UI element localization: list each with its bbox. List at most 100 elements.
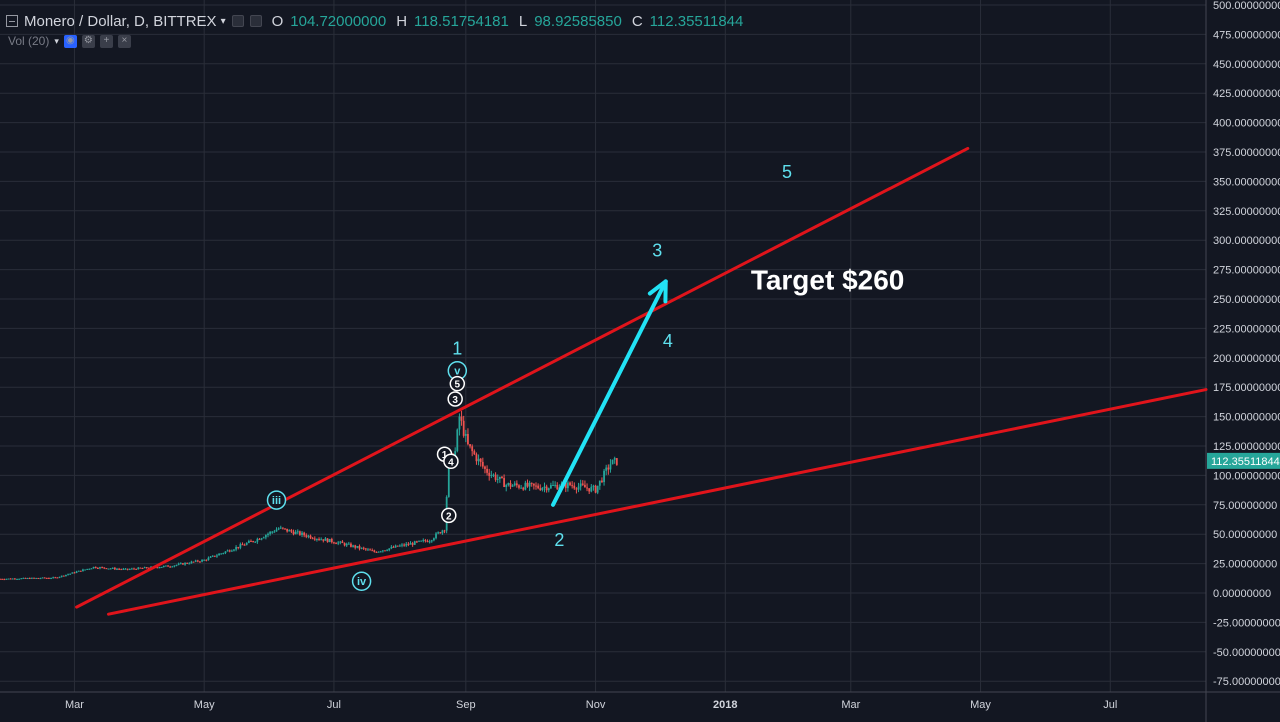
volume-legend: Vol (20) ▾ ◉ ⚙ + × [8, 34, 131, 48]
candle-body [413, 541, 416, 545]
candle-body [390, 546, 393, 549]
eye-icon[interactable]: ◉ [63, 34, 77, 48]
volume-label[interactable]: Vol (20) [8, 34, 50, 48]
chevron-down-icon[interactable]: ▾ [220, 15, 226, 27]
candle-body [545, 486, 548, 491]
candle-body [362, 547, 365, 549]
candle-body [216, 555, 218, 557]
wave-marker [449, 375, 466, 392]
candle-body [9, 578, 12, 580]
candle-body [320, 539, 323, 541]
candle-body [245, 542, 248, 545]
candle-body [41, 577, 44, 579]
y-tick-label: 275.00000000 [1213, 265, 1280, 277]
candle-body [173, 565, 176, 567]
low-label: L [518, 12, 528, 30]
settings-icon[interactable] [231, 15, 244, 27]
candle-body [471, 446, 474, 452]
candle-body [532, 483, 535, 486]
candle-body [111, 567, 114, 569]
candle-body [116, 568, 118, 570]
candle-body [211, 555, 214, 557]
candle-body [177, 563, 180, 565]
candle-body [158, 567, 161, 569]
candle-body [16, 578, 18, 580]
candle-body [498, 476, 501, 479]
wave-marker [443, 453, 459, 470]
candle-body [441, 530, 444, 534]
candle-body [118, 568, 121, 570]
candle-body [226, 550, 229, 552]
collapse-icon[interactable] [6, 15, 18, 27]
candle-body [537, 485, 540, 489]
y-tick-label: 400.00000000 [1213, 118, 1280, 130]
candle-body [165, 565, 167, 567]
candle-body [528, 482, 531, 487]
y-tick-label: 50.00000000 [1213, 529, 1277, 541]
candle-body [411, 543, 414, 545]
wave-marker-label: iv [357, 576, 367, 588]
candle-body [273, 531, 276, 533]
candle-body [469, 444, 471, 447]
settings-icon[interactable]: ⚙ [81, 34, 95, 48]
candle-body [252, 541, 255, 543]
candle-body [284, 528, 286, 530]
candle-body [237, 546, 240, 548]
y-tick-label: -25.00000000 [1213, 617, 1280, 629]
candle-body [126, 568, 129, 570]
candle-body [7, 578, 10, 580]
candle-body [433, 538, 435, 541]
candle-body [201, 559, 203, 562]
candle-body [286, 528, 289, 532]
candle-body [492, 474, 495, 476]
candle-body [396, 545, 399, 547]
candle-body [258, 538, 261, 540]
add-icon[interactable]: + [99, 34, 113, 48]
candle-body [122, 568, 125, 570]
y-tick-label: 100.00000000 [1213, 470, 1280, 482]
format-icon[interactable] [249, 15, 262, 27]
candle-body [103, 567, 106, 569]
candle-body [39, 578, 42, 580]
candle-body [188, 563, 191, 565]
candle-body [26, 578, 29, 580]
candle-body [316, 538, 318, 540]
candle-body [458, 416, 461, 430]
candle-body [367, 549, 369, 551]
candle-body [322, 539, 325, 541]
wave-label: 5 [782, 162, 792, 182]
x-tick-label: Jul [327, 699, 341, 711]
candle-body [505, 485, 508, 488]
candle-body [420, 540, 423, 542]
high-value: 118.51754181 [414, 12, 509, 30]
candle-body [190, 561, 193, 564]
candle-body [222, 553, 225, 555]
candle-body [326, 538, 329, 543]
candle-body [220, 553, 223, 555]
candle-body [113, 567, 116, 570]
candle-body [486, 468, 488, 473]
candle-body [207, 557, 210, 561]
candle-body [386, 550, 389, 552]
candle-body [375, 551, 378, 553]
close-icon[interactable]: × [117, 34, 131, 48]
candle-body [426, 541, 429, 543]
candle-body [79, 570, 82, 572]
candle-body [105, 568, 108, 570]
candle-body [350, 543, 352, 547]
volume-chevron-icon[interactable]: ▾ [54, 35, 59, 46]
y-tick-label: 150.00000000 [1213, 412, 1280, 424]
candle-body [549, 485, 552, 489]
candle-body [31, 577, 33, 579]
candle-body [160, 566, 163, 568]
candle-body [524, 482, 527, 490]
candle-body [0, 578, 1, 580]
symbol-title[interactable]: Monero / Dollar, D, BITTREX [24, 12, 217, 30]
candle-body [1, 578, 4, 580]
candle-body [307, 535, 310, 537]
candle-body [281, 527, 284, 529]
candle-body [247, 540, 250, 543]
candle-body [77, 570, 80, 572]
